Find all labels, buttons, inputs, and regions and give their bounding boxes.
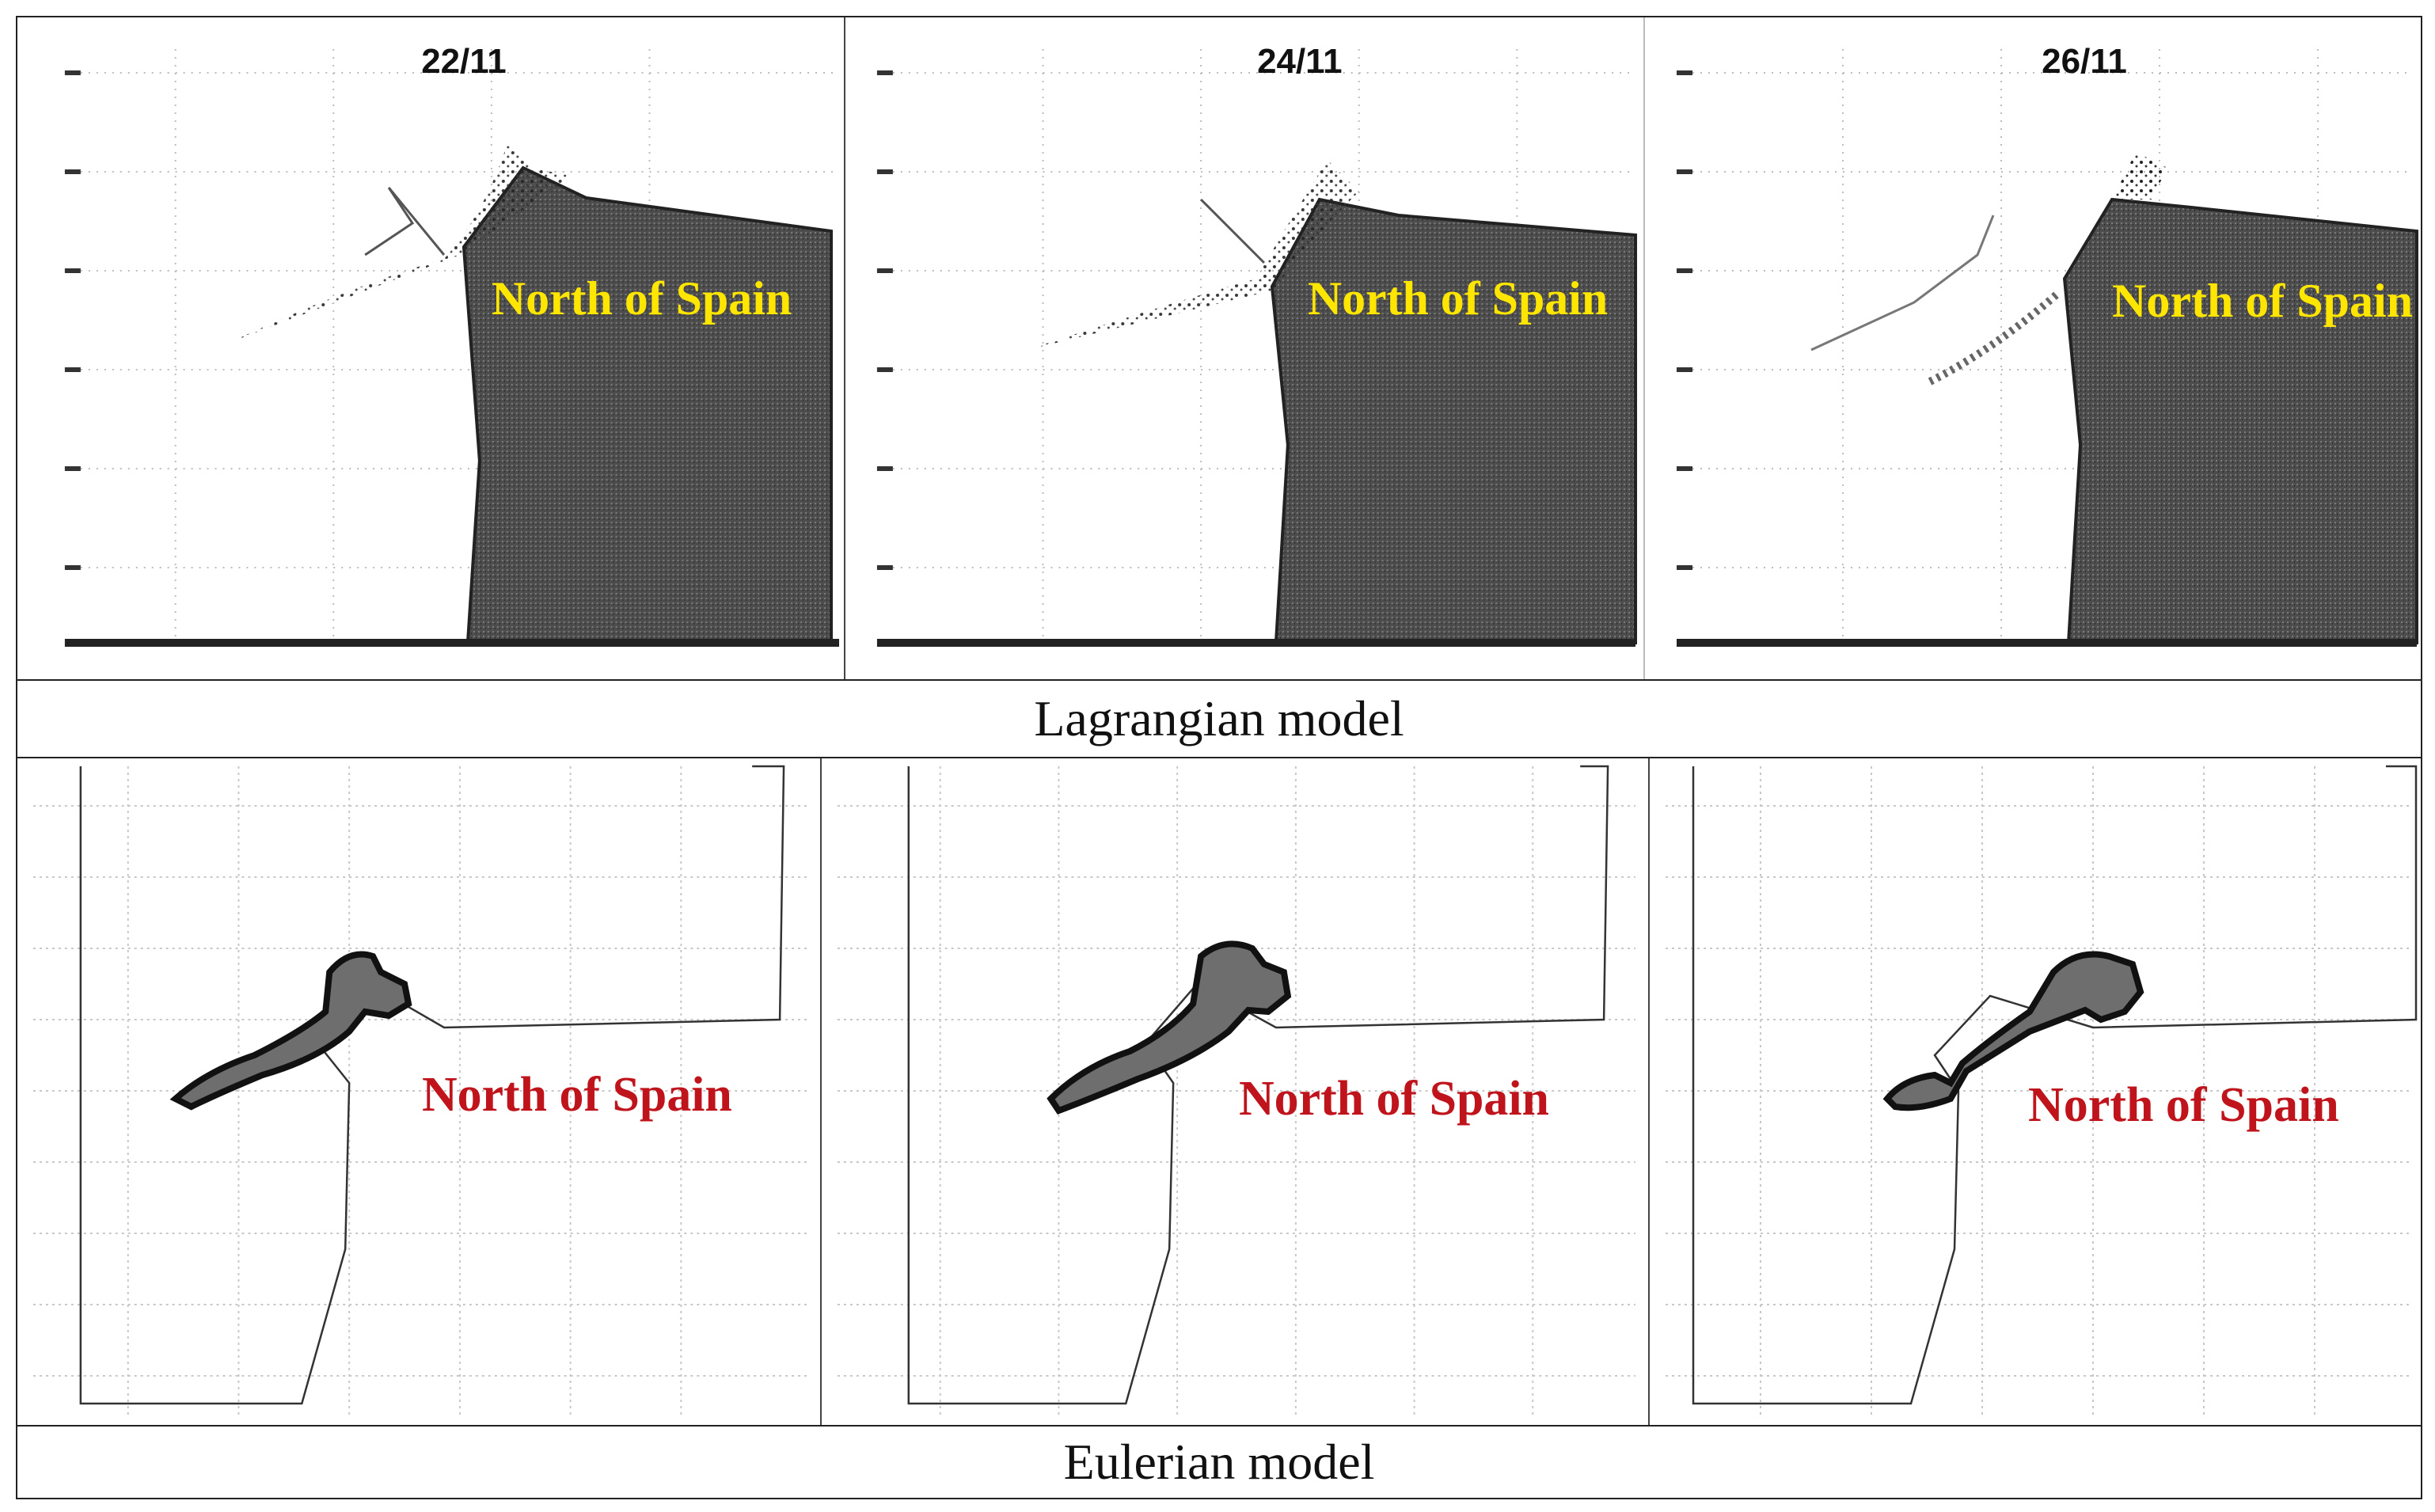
- region-label: North of Spain: [1239, 1072, 1549, 1126]
- lagrangian-map-2: 24/11 North of Spain: [876, 42, 1638, 647]
- lagrangian-panel-3: 26/11 North of Spain: [1645, 17, 2421, 679]
- lagrangian-panel-2: 24/11 North of Spain: [845, 17, 1645, 679]
- eulerian-panel-3: North of Spain: [1650, 758, 2421, 1425]
- eulerian-map-2: North of Spain: [837, 765, 1636, 1415]
- eulerian-panel-1: North of Spain: [17, 758, 822, 1425]
- region-label: North of Spain: [2112, 275, 2413, 327]
- lagrangian-row: 22/11 North of Spain: [16, 16, 2422, 681]
- lagrangian-panel-1: 22/11 North of Spain: [17, 17, 845, 679]
- date-label: 22/11: [421, 42, 506, 81]
- eulerian-caption: Eulerian model: [16, 1425, 2422, 1499]
- region-label: North of Spain: [2028, 1078, 2339, 1132]
- region-label: North of Spain: [422, 1068, 732, 1122]
- eulerian-panel-2: North of Spain: [822, 758, 1650, 1425]
- date-label: 24/11: [1257, 42, 1342, 81]
- region-label: North of Spain: [1308, 272, 1608, 325]
- eulerian-map-1: North of Spain: [32, 765, 808, 1415]
- date-label: 26/11: [2042, 42, 2127, 81]
- region-label: North of Spain: [492, 272, 792, 325]
- eulerian-map-3: North of Spain: [1666, 765, 2418, 1415]
- lagrangian-map-1: 22/11 North of Spain: [64, 42, 840, 647]
- eulerian-row: North of Spain North of Spain: [16, 757, 2422, 1427]
- lagrangian-caption: Lagrangian model: [16, 679, 2422, 758]
- lagrangian-map-3: 26/11 North of Spain: [1677, 42, 2418, 647]
